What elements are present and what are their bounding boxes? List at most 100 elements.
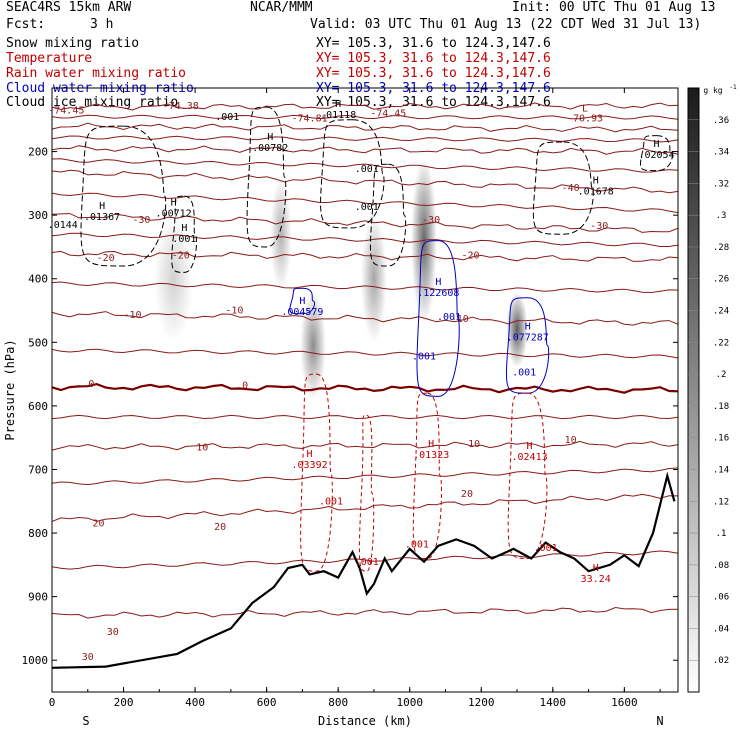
isotherm--30 [52, 213, 678, 233]
isotherm-minor-2 [52, 158, 678, 173]
ice-contour-6 [639, 135, 673, 172]
ice-contour-2 [246, 106, 287, 248]
x-tick-label-5: 1000 [396, 696, 423, 709]
rain-contour-3 [507, 392, 548, 559]
north-label: N [656, 714, 663, 728]
maximum-marker-13: H [593, 563, 599, 574]
isotherm-minor-9 [52, 550, 678, 570]
temperature-label-20: 10 [565, 435, 577, 446]
maximum-marker-4: H [335, 99, 341, 110]
colorbar-tick-label-10: .16 [713, 434, 729, 444]
colorbar-tick-label-9: .18 [713, 402, 729, 412]
isotherm--60 [52, 122, 678, 133]
fcst-value: 3 h [90, 17, 114, 32]
maximum-marker-8: H [435, 277, 441, 288]
temperature-label-11: -20 [172, 250, 190, 261]
colorbar-tick-label-11: .14 [713, 465, 729, 475]
temperature-label-19: 10 [468, 439, 480, 450]
x-tick-label-0: 0 [49, 696, 56, 709]
maximum-value-2: .001 [172, 234, 196, 245]
temperature-label-3: -74.45 [370, 109, 406, 120]
maximum-value-1: .00712 [156, 209, 192, 220]
isotherm-30 [52, 606, 678, 619]
field-name-cloud-ice: Cloud ice mixing ratio [6, 95, 179, 110]
y-tick-label-4: 600 [28, 400, 48, 413]
contour-label-10: .001 [534, 543, 558, 554]
isotherm--20 [52, 250, 678, 262]
snow-shade-1 [270, 177, 292, 292]
maximum-value-3: .00782 [252, 143, 288, 154]
maximum-marker-6: H [654, 139, 660, 150]
contour-label-4: .001 [437, 312, 461, 323]
cloudwater-contour-0 [289, 287, 316, 315]
maximum-value-5: .01678 [578, 186, 614, 197]
temperature-label-24: 30 [107, 627, 119, 638]
contour-label-3: .0144 [48, 220, 78, 231]
colorbar-tick-label-4: .28 [713, 243, 729, 253]
temperature-label-12: -20 [461, 250, 479, 261]
contour-label-2: .001 [355, 202, 379, 213]
colorbar-tick-label-3: .3 [716, 211, 727, 221]
temperature-label-23: 20 [214, 522, 226, 533]
maximum-marker-7: H [299, 296, 305, 307]
maximum-value-4: .01118 [320, 110, 356, 121]
field-xy-cloud-ice: XY= 105.3, 31.6 to 124.3,147.6 [316, 95, 551, 110]
colorbar-tick-label-1: .34 [713, 148, 729, 158]
isotherm--50 [52, 145, 678, 155]
maximum-value-13: 33.24 [581, 574, 611, 585]
maximum-value-7: .004579 [281, 307, 323, 318]
ice-contour-4 [369, 163, 407, 267]
temperature-label-13: -10 [123, 310, 141, 321]
x-tick-label-8: 1600 [611, 696, 638, 709]
south-label: S [82, 714, 89, 728]
x-tick-label-7: 1400 [540, 696, 567, 709]
maximum-marker-11: H [428, 439, 434, 450]
contour-label-0: .001 [215, 112, 239, 123]
maximum-marker-2: H [181, 223, 187, 234]
rain-contour-2 [412, 392, 442, 559]
x-tick-label-6: 1200 [468, 696, 495, 709]
contour-label-6: .001 [512, 367, 536, 378]
contour-label-8: .001 [355, 557, 379, 568]
temperature-label-9: -30 [590, 221, 608, 232]
isotherm-10 [52, 440, 678, 451]
temperature-label-17: 0 [242, 381, 248, 392]
x-tick-label-3: 600 [257, 696, 277, 709]
temperature-label-7: -30 [132, 215, 150, 226]
colorbar-tick-label-8: .2 [716, 370, 727, 380]
isotherm-minor-7 [52, 414, 678, 420]
temperature-label-10: -20 [97, 253, 115, 264]
y-tick-label-8: 1000 [22, 654, 49, 667]
colorbar-tick-label-15: .06 [713, 593, 729, 603]
colorbar-unit-exponent: -1 [729, 84, 737, 91]
maximum-value-9: .077287 [507, 333, 549, 344]
colorbar-tick-label-2: .32 [713, 179, 729, 189]
temperature-label-25: 30 [82, 652, 94, 663]
maximum-marker-3: H [267, 132, 273, 143]
snow-shade-5 [506, 291, 528, 368]
ice-contour-1 [171, 195, 197, 273]
maximum-value-8: .122608 [417, 288, 459, 299]
colorbar-unit: g kg [703, 86, 722, 95]
y-tick-label-6: 800 [28, 527, 48, 540]
contour-label-9: .001 [405, 540, 429, 551]
isotherm-20 [52, 493, 678, 523]
field-name-temperature: Temperature [6, 51, 93, 66]
ice-contour-5 [532, 141, 594, 235]
x-tick-label-2: 400 [185, 696, 205, 709]
isotherm-minor-5 [52, 281, 678, 294]
isotherm-0 [52, 382, 678, 394]
temperature-label-18: 10 [196, 442, 208, 453]
temperature-label-16: 0 [88, 379, 94, 390]
valid-time: Valid: 03 UTC Thu 01 Aug 13 (22 CDT Wed … [310, 17, 702, 32]
colorbar-tick-label-0: .36 [713, 116, 729, 126]
maximum-marker-9: H [525, 322, 531, 333]
temperature-label-1: -74.45 [48, 105, 84, 116]
temperature-label-5: -70.93 [567, 114, 603, 125]
maximum-marker-0: H [99, 201, 105, 212]
isotherm-minor-4 [52, 232, 678, 247]
y-tick-label-3: 500 [28, 336, 48, 349]
y-tick-label-0: 200 [28, 146, 48, 159]
colorbar-tick-label-5: .26 [713, 275, 729, 285]
fcst-label: Fcst: [6, 17, 46, 32]
